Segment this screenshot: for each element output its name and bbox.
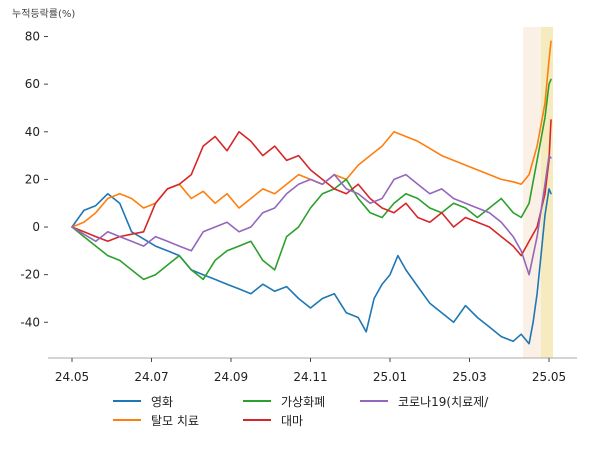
series-line-1 [71, 40, 552, 228]
y-tick-label: 80 [25, 30, 40, 44]
x-tick-label: 24.05 [55, 370, 89, 384]
legend-label-2: 가상화폐 [281, 395, 325, 409]
series-lines [71, 40, 552, 345]
series-line-4 [71, 154, 552, 276]
y-tick-label: -40 [20, 315, 40, 329]
series-line-2 [71, 78, 552, 281]
axes: -40 -20 0 20 40 60 80 24.05 24.07 24.09 24.11 25.01… [20, 30, 577, 384]
y-tick-label: 60 [25, 77, 40, 91]
x-tick-label: 25.05 [532, 370, 566, 384]
series-line-0 [71, 188, 552, 345]
y-tick-label: 0 [32, 220, 40, 234]
x-tick-label: 25.01 [373, 370, 407, 384]
y-tick-label: 20 [25, 172, 40, 186]
highlight-band-1 [541, 27, 553, 358]
x-tick-label: 24.09 [214, 370, 248, 384]
legend-label-4: 코로나19(치료제/ [398, 395, 489, 409]
x-tick-label: 24.07 [134, 370, 168, 384]
legend-label-3: 대마 [281, 414, 303, 428]
y-tick-label: 40 [25, 125, 40, 139]
y-unit-label: 누적등락률(%) [12, 8, 75, 20]
x-tick-label: 24.11 [293, 370, 327, 384]
legend-label-0: 영화 [151, 395, 173, 409]
y-tick-label: -20 [20, 268, 40, 282]
series-line-3 [71, 119, 552, 257]
legend-label-1: 탈모 치료 [151, 414, 199, 428]
x-tick-label: 25.03 [452, 370, 486, 384]
